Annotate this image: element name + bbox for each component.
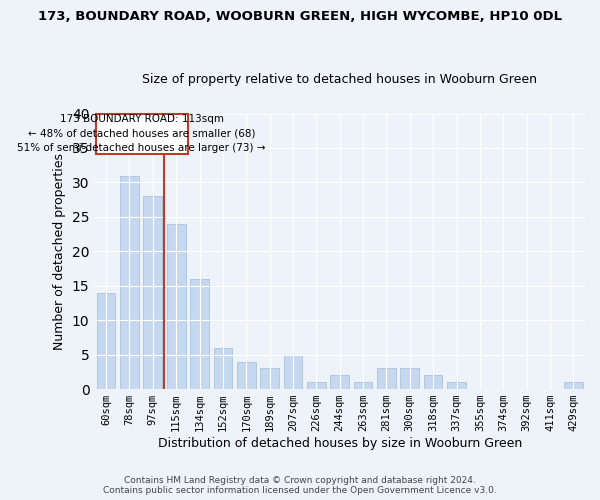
Bar: [307, 382, 326, 389]
Bar: [97, 292, 115, 389]
Bar: [190, 279, 209, 389]
Text: 173 BOUNDARY ROAD: 113sqm
← 48% of detached houses are smaller (68)
51% of semi-: 173 BOUNDARY ROAD: 113sqm ← 48% of detac…: [17, 114, 266, 154]
Bar: [237, 362, 256, 389]
Bar: [143, 196, 162, 389]
Bar: [331, 376, 349, 389]
Y-axis label: Number of detached properties: Number of detached properties: [53, 153, 67, 350]
Bar: [284, 354, 302, 389]
Bar: [424, 376, 442, 389]
Bar: [447, 382, 466, 389]
Bar: [377, 368, 396, 389]
Bar: [564, 382, 583, 389]
X-axis label: Distribution of detached houses by size in Wooburn Green: Distribution of detached houses by size …: [158, 437, 522, 450]
Bar: [167, 224, 185, 389]
Text: 173, BOUNDARY ROAD, WOOBURN GREEN, HIGH WYCOMBE, HP10 0DL: 173, BOUNDARY ROAD, WOOBURN GREEN, HIGH …: [38, 10, 562, 23]
Bar: [400, 368, 419, 389]
Bar: [354, 382, 373, 389]
Bar: [260, 368, 279, 389]
Bar: [214, 348, 232, 389]
Bar: [120, 176, 139, 389]
FancyBboxPatch shape: [95, 114, 188, 154]
Title: Size of property relative to detached houses in Wooburn Green: Size of property relative to detached ho…: [142, 73, 537, 86]
Text: Contains HM Land Registry data © Crown copyright and database right 2024.
Contai: Contains HM Land Registry data © Crown c…: [103, 476, 497, 495]
